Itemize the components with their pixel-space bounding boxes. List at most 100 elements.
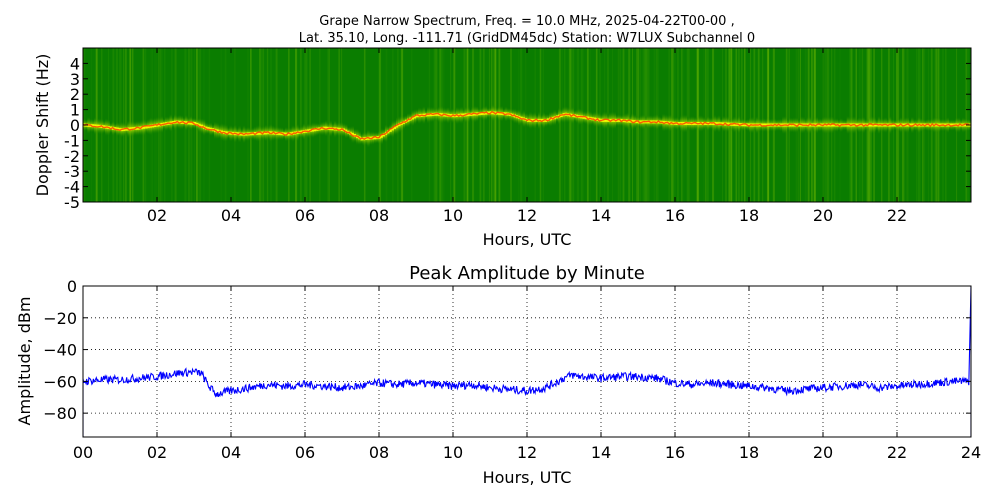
signal-core-slice bbox=[154, 124, 157, 127]
signal-core-slice bbox=[440, 113, 443, 117]
noise-streak bbox=[247, 48, 249, 202]
y-tick-label: -4 bbox=[64, 178, 80, 197]
y-tick-label: −60 bbox=[43, 372, 77, 391]
noise-streak bbox=[266, 48, 269, 202]
signal-core-slice bbox=[416, 114, 419, 118]
noise-streak bbox=[453, 48, 456, 202]
signal-core-slice bbox=[136, 126, 139, 130]
noise-streak bbox=[379, 48, 382, 202]
noise-streak bbox=[488, 48, 490, 202]
signal-core-slice bbox=[500, 112, 503, 115]
signal-core-slice bbox=[531, 118, 534, 122]
signal-core-slice bbox=[373, 136, 377, 140]
noise-streak bbox=[378, 48, 380, 202]
signal-core-slice bbox=[693, 122, 696, 125]
y-tick-label: 1 bbox=[70, 101, 80, 120]
noise-streak bbox=[262, 48, 264, 202]
y-tick-label: −20 bbox=[43, 309, 77, 328]
signal-core-slice bbox=[391, 127, 394, 131]
noise-streak bbox=[364, 48, 366, 202]
x-tick-label: 14 bbox=[591, 443, 611, 462]
noise-streak bbox=[435, 48, 438, 202]
signal-core-slice bbox=[278, 132, 281, 136]
noise-streak bbox=[299, 48, 301, 202]
signal-core-slice bbox=[678, 122, 681, 125]
signal-core-slice bbox=[307, 129, 310, 133]
signal-core-slice bbox=[742, 123, 745, 127]
noise-streak bbox=[435, 48, 437, 202]
signal-core-slice bbox=[338, 127, 341, 131]
noise-streak bbox=[428, 48, 430, 202]
x-tick-label: 06 bbox=[295, 443, 315, 462]
noise-streak bbox=[493, 48, 496, 202]
y-tick-label: -5 bbox=[64, 193, 80, 212]
signal-core-slice bbox=[253, 132, 257, 135]
y-tick-label: -2 bbox=[64, 147, 80, 166]
signal-core-slice bbox=[684, 122, 687, 125]
signal-core-slice bbox=[287, 132, 290, 136]
signal-core-slice bbox=[125, 127, 128, 131]
signal-core-slice bbox=[715, 122, 719, 126]
signal-core-slice bbox=[436, 112, 439, 116]
signal-core-slice bbox=[216, 129, 219, 133]
signal-core-slice bbox=[311, 128, 315, 132]
signal-core-slice bbox=[198, 123, 201, 127]
signal-core-slice bbox=[207, 127, 210, 131]
x-tick-label: 08 bbox=[369, 206, 389, 225]
x-tick-label: 10 bbox=[443, 206, 463, 225]
amplitude-y-label: Amplitude, dBm bbox=[15, 297, 34, 426]
spectrogram-chart: Grape Narrow Spectrum, Freq. = 10.0 MHz,… bbox=[33, 14, 972, 249]
noise-streak bbox=[300, 48, 302, 202]
x-tick-label: 00 bbox=[73, 443, 93, 462]
signal-core-slice bbox=[142, 125, 146, 129]
amplitude-title: Peak Amplitude by Minute bbox=[409, 263, 645, 284]
signal-core-slice bbox=[478, 112, 481, 116]
x-tick-label: 18 bbox=[739, 443, 759, 462]
signal-core-slice bbox=[762, 123, 765, 127]
amplitude-y-axis: 0 −20 −40 −60 −80 bbox=[43, 277, 971, 423]
x-tick-label: 02 bbox=[147, 443, 167, 462]
signal-core-slice bbox=[662, 120, 665, 124]
signal-core-slice bbox=[413, 115, 417, 119]
signal-core-slice bbox=[911, 123, 914, 127]
doppler-peak-trace bbox=[83, 110, 970, 141]
noise-streak bbox=[433, 48, 436, 202]
y-tick-label: −40 bbox=[43, 341, 77, 360]
signal-core-slice bbox=[189, 121, 192, 125]
x-tick-label: 12 bbox=[517, 206, 537, 225]
signal-core-slice bbox=[194, 122, 197, 125]
signal-core-slice bbox=[411, 116, 414, 120]
spectrogram-y-label: Doppler Shift (Hz) bbox=[33, 54, 52, 197]
signal-core-slice bbox=[467, 113, 470, 117]
x-tick-label: 06 bbox=[295, 206, 315, 225]
x-tick-label: 20 bbox=[813, 443, 833, 462]
y-tick-label: 0 bbox=[70, 116, 80, 135]
noise-streak bbox=[443, 48, 445, 202]
signal-core-slice bbox=[604, 118, 608, 122]
x-tick-label: 10 bbox=[443, 443, 463, 462]
x-tick-label: 20 bbox=[813, 206, 833, 225]
noise-streak bbox=[479, 48, 481, 202]
noise-streak bbox=[576, 48, 579, 202]
noise-streak bbox=[482, 48, 485, 202]
y-tick-label: -1 bbox=[64, 131, 80, 150]
signal-core-slice bbox=[606, 118, 610, 122]
signal-core-slice bbox=[855, 123, 858, 127]
noise-streak bbox=[564, 48, 566, 202]
noise-streak bbox=[466, 48, 469, 202]
y-tick-label: -3 bbox=[64, 162, 80, 181]
noise-streak bbox=[472, 48, 475, 202]
noise-streak bbox=[479, 48, 482, 202]
signal-core-slice bbox=[540, 118, 543, 122]
y-tick-label: 4 bbox=[70, 54, 80, 73]
signal-core-slice bbox=[902, 123, 905, 127]
signal-core-slice bbox=[109, 126, 112, 130]
signal-core-slice bbox=[620, 118, 623, 122]
signal-core-slice bbox=[220, 130, 223, 134]
amplitude-series-line bbox=[83, 286, 971, 437]
signal-core-slice bbox=[313, 128, 317, 132]
noise-streak bbox=[262, 48, 264, 202]
signal-core-slice bbox=[618, 118, 621, 122]
signal-core-slice bbox=[258, 131, 261, 135]
signal-core-slice bbox=[396, 124, 399, 128]
